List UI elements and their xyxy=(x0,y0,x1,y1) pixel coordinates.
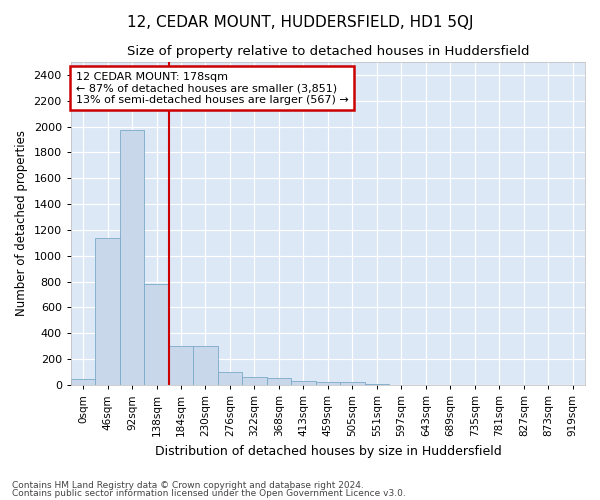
Bar xyxy=(193,346,218,385)
Bar xyxy=(120,130,144,385)
Bar xyxy=(71,378,95,385)
X-axis label: Distribution of detached houses by size in Huddersfield: Distribution of detached houses by size … xyxy=(155,444,501,458)
Bar xyxy=(316,382,340,385)
Bar xyxy=(291,381,316,385)
Bar xyxy=(242,378,267,385)
Title: Size of property relative to detached houses in Huddersfield: Size of property relative to detached ho… xyxy=(127,45,529,58)
Bar xyxy=(95,238,120,385)
Bar xyxy=(218,372,242,385)
Text: 12 CEDAR MOUNT: 178sqm
← 87% of detached houses are smaller (3,851)
13% of semi-: 12 CEDAR MOUNT: 178sqm ← 87% of detached… xyxy=(76,72,349,105)
Bar xyxy=(169,346,193,385)
Bar xyxy=(365,384,389,385)
Y-axis label: Number of detached properties: Number of detached properties xyxy=(15,130,28,316)
Bar xyxy=(340,382,365,385)
Text: 12, CEDAR MOUNT, HUDDERSFIELD, HD1 5QJ: 12, CEDAR MOUNT, HUDDERSFIELD, HD1 5QJ xyxy=(127,15,473,30)
Bar xyxy=(144,284,169,385)
Text: Contains HM Land Registry data © Crown copyright and database right 2024.: Contains HM Land Registry data © Crown c… xyxy=(12,480,364,490)
Bar xyxy=(267,378,291,385)
Text: Contains public sector information licensed under the Open Government Licence v3: Contains public sector information licen… xyxy=(12,489,406,498)
